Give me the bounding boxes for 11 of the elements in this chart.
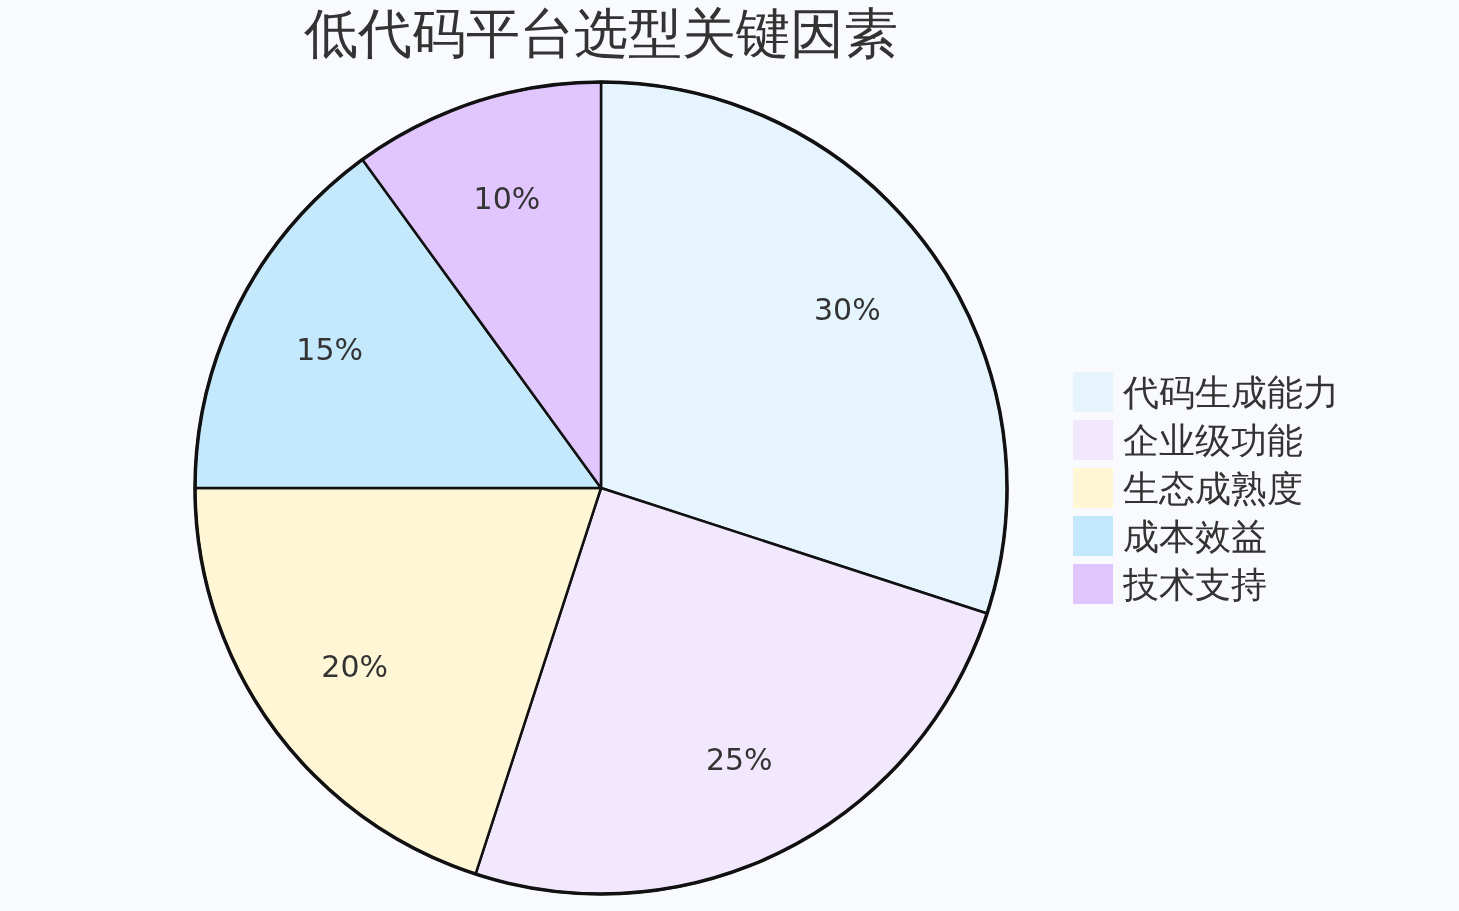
data-label: 30%	[814, 291, 881, 327]
legend-label: 企业级功能	[1123, 419, 1303, 461]
chart-title: 低代码平台选型关键因素	[304, 2, 898, 65]
legend-label: 成本效益	[1123, 515, 1267, 557]
data-label: 15%	[296, 332, 364, 368]
legend-label: 代码生成能力	[1123, 371, 1339, 413]
data-label: 25%	[705, 741, 773, 777]
legend-label: 生态成熟度	[1123, 467, 1303, 509]
data-label: 20%	[321, 649, 388, 685]
legend-label: 技术支持	[1123, 563, 1267, 605]
data-label: 10%	[473, 180, 541, 216]
